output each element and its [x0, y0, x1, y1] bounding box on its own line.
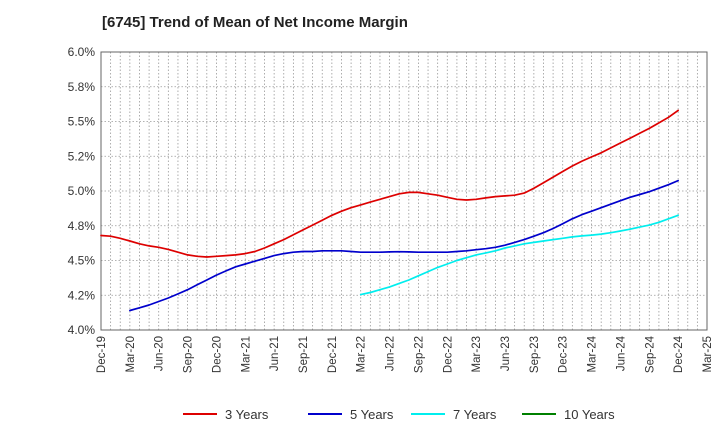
- legend-label-7-years: 7 Years: [453, 407, 497, 422]
- x-tick-label: Sep-24: [644, 335, 656, 373]
- chart-title: [6745] Trend of Mean of Net Income Margi…: [102, 14, 408, 31]
- x-tick-label: Jun-22: [385, 336, 397, 371]
- x-tick-label: Mar-21: [240, 336, 252, 372]
- x-tick-label: Mar-22: [356, 336, 368, 372]
- y-tick-label: 5.0%: [68, 184, 96, 198]
- legend-label-5-years: 5 Years: [350, 407, 394, 422]
- y-tick-label: 6.0%: [68, 45, 96, 59]
- y-tick-label: 5.2%: [68, 149, 96, 163]
- series-line-3-years: [100, 109, 679, 258]
- x-tick-label: Dec-23: [558, 336, 570, 373]
- y-tick-label: 4.0%: [68, 323, 96, 337]
- x-tick-label: Sep-21: [298, 336, 310, 373]
- x-tick-label: Dec-24: [673, 335, 685, 373]
- x-tick-label: Jun-20: [154, 336, 166, 371]
- x-tick-label: Sep-23: [529, 336, 541, 373]
- x-tick-label: Dec-19: [96, 336, 108, 373]
- x-tick-label: Jun-23: [500, 336, 512, 371]
- x-tick-label: Dec-20: [211, 336, 223, 373]
- y-tick-label: 4.8%: [68, 219, 96, 233]
- x-tick-label: Sep-20: [183, 336, 195, 373]
- plot-frame: [100, 51, 708, 331]
- x-tick-label: Mar-25: [702, 336, 714, 372]
- x-tick-label: Sep-22: [413, 336, 425, 373]
- x-tick-label: Dec-22: [442, 336, 454, 373]
- y-tick-label: 5.5%: [68, 115, 96, 129]
- x-tick-label: Mar-24: [587, 335, 599, 372]
- y-tick-label: 4.5%: [68, 254, 96, 268]
- legend-label-3-years: 3 Years: [225, 407, 269, 422]
- y-tick-label: 5.8%: [68, 80, 96, 94]
- x-tick-label: Mar-20: [125, 336, 137, 372]
- series-line-5-years: [129, 179, 679, 312]
- x-tick-label: Jun-24: [615, 335, 627, 371]
- series-line-7-years: [359, 214, 679, 296]
- legend-label-10-years: 10 Years: [564, 407, 615, 422]
- x-tick-label: Jun-21: [269, 336, 281, 371]
- y-tick-label: 4.2%: [68, 288, 96, 302]
- x-tick-label: Mar-23: [471, 336, 483, 372]
- x-tick-label: Dec-21: [327, 336, 339, 373]
